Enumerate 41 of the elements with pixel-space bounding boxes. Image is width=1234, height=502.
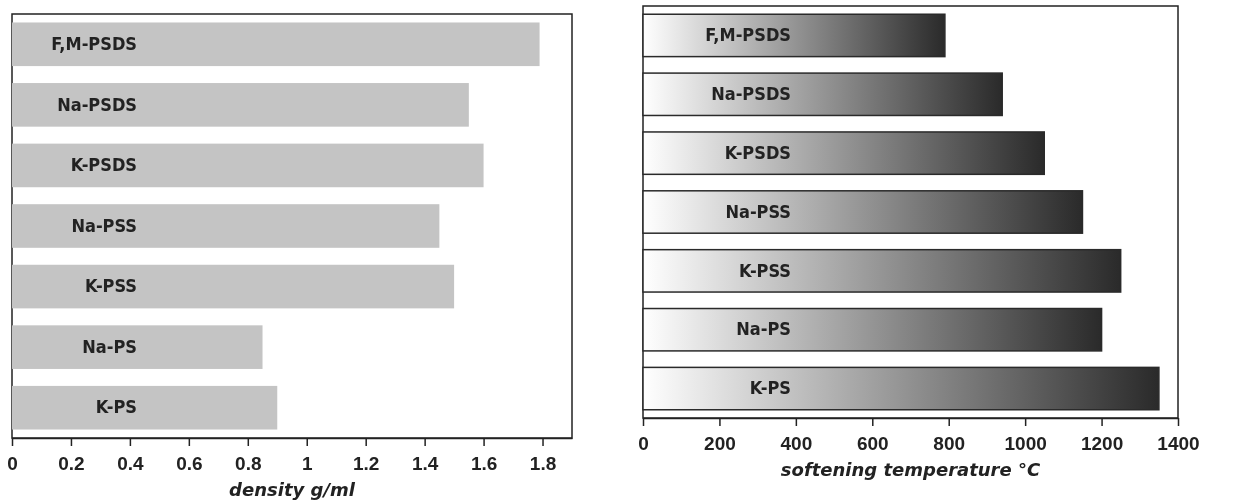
x-tick-label: 1200	[1080, 432, 1124, 454]
x-axis-title: density g/ml	[229, 479, 356, 500]
y-tick-label: Na-PS	[736, 318, 791, 340]
y-tick-label: Na-PS	[82, 335, 137, 357]
y-tick-label: F,M-PSDS	[705, 24, 791, 46]
y-tick-label: Na-PSDS	[711, 83, 791, 105]
y-tick-label: Na-PSDS	[57, 93, 137, 115]
y-tick-label: K-PSS	[738, 259, 791, 281]
y-tick-label: K-PS	[95, 396, 137, 418]
x-tick-label: 0.8	[235, 452, 262, 474]
bar	[12, 264, 455, 309]
x-tick-label: 1400	[1157, 432, 1200, 454]
x-tick-label: 1.2	[352, 452, 380, 474]
y-tick-label: K-PSS	[84, 275, 137, 297]
y-tick-label: K-PSDS	[70, 154, 137, 176]
x-tick-label: 1.6	[470, 452, 498, 474]
x-tick-label: 1	[301, 452, 313, 474]
y-tick-label: Na-PSS	[725, 200, 791, 222]
x-tick-label: 800	[933, 432, 966, 454]
bar	[12, 385, 278, 430]
bar	[12, 325, 263, 369]
x-tick-label: 0.2	[58, 452, 85, 474]
y-tick-label: K-PS	[749, 377, 791, 399]
x-tick-label: 1.4	[411, 452, 439, 474]
y-tick-label: K-PSDS	[724, 141, 791, 163]
x-tick-label: 200	[704, 432, 736, 454]
x-tick-label: 600	[856, 432, 889, 454]
x-tick-label: 0	[7, 452, 18, 474]
x-tick-label: 0.4	[117, 452, 145, 474]
bar	[12, 143, 484, 188]
bar	[12, 204, 440, 248]
bar	[12, 22, 540, 67]
x-tick-label: 1.8	[529, 452, 557, 474]
bar	[12, 83, 469, 127]
x-tick-label: 0	[638, 432, 649, 454]
x-tick-label: 1000	[1004, 432, 1047, 454]
x-axis-title: softening temperature °C	[780, 459, 1041, 480]
x-tick-label: 400	[780, 432, 813, 454]
y-tick-label: Na-PSS	[71, 214, 137, 236]
x-tick-label: 0.6	[176, 452, 203, 474]
y-tick-label: F,M-PSDS	[51, 33, 137, 55]
